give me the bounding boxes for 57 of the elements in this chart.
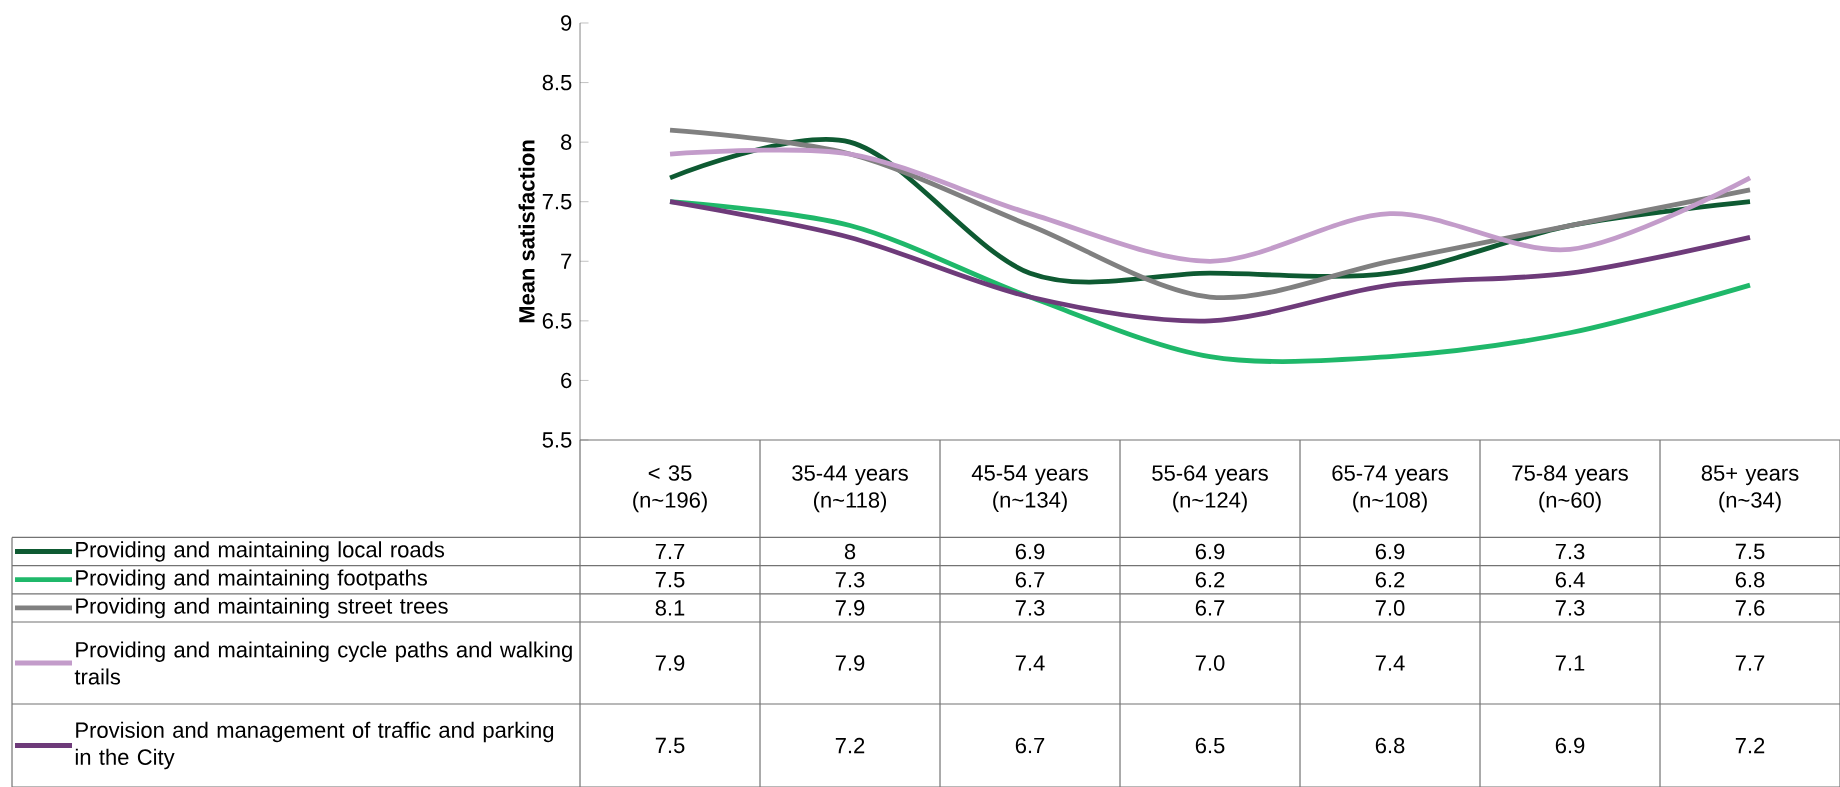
data-label: 7.5: [655, 737, 685, 754]
x-tick-label: 55-64 years (n~124): [1152, 465, 1268, 513]
data-label: 6.7: [1195, 600, 1225, 616]
data-label: 6.9: [1195, 543, 1225, 560]
data-label: 7.7: [1735, 655, 1765, 671]
y-tick-label: 5.5: [542, 432, 572, 448]
data-label: 6.5: [1195, 737, 1225, 754]
x-tick-label: 85+ years (n~34): [1701, 465, 1799, 513]
data-label: 7.3: [1015, 600, 1045, 616]
legend-label: Providing and maintaining local roads: [76, 541, 445, 562]
data-label: 7.0: [1195, 655, 1225, 671]
y-tick-label: 8: [561, 134, 572, 150]
data-label: 6.8: [1375, 737, 1405, 754]
data-label: 7.1: [1555, 655, 1585, 671]
legend-label: Provision and management of traffic and parking in the City: [75, 721, 554, 770]
data-label: 7.0: [1375, 600, 1405, 616]
y-tick-label: 9: [561, 15, 572, 31]
y-tick-label: 8.5: [542, 74, 572, 91]
y-tick-label: 6.5: [542, 313, 572, 329]
data-label: 7.9: [835, 655, 865, 671]
data-label: 7.3: [1555, 543, 1585, 560]
legend-label: Providing and maintaining cycle paths and walking trails: [74, 641, 572, 685]
data-label: 6.9: [1015, 543, 1045, 560]
data-label: 7.3: [1555, 600, 1585, 616]
line-series: [667, 199, 1753, 324]
data-label: 8: [844, 543, 856, 560]
legend-label: Providing and maintaining footpaths: [76, 569, 427, 590]
x-tick-label: 75-84 years (n~60): [1512, 465, 1628, 513]
y-tick-label: 7.5: [542, 194, 572, 210]
data-label: 7.2: [835, 737, 865, 754]
data-label: 7.9: [835, 600, 865, 616]
x-tick-label: 45-54 years (n~134): [971, 465, 1088, 513]
data-label: 7.4: [1375, 655, 1405, 671]
data-label: 7.3: [835, 571, 865, 588]
data-label: 7.4: [1015, 655, 1045, 671]
data-label: 7.5: [655, 572, 685, 588]
data-label: 7.2: [1735, 737, 1765, 754]
data-label: 6.2: [1375, 571, 1405, 588]
y-axis-title: Mean satisfaction: [518, 140, 535, 323]
data-label: 6.9: [1555, 737, 1585, 754]
y-tick-label: 6: [561, 372, 572, 389]
data-label: 6.8: [1735, 571, 1765, 588]
data-label: 8.1: [655, 600, 685, 616]
y-tick-label: 7: [561, 253, 572, 269]
x-tick-label: 35-44 years (n~118): [792, 465, 908, 513]
x-tick-label: 65-74 years (n~108): [1332, 465, 1448, 513]
data-label: 6.9: [1375, 543, 1405, 560]
data-label: 7.6: [1735, 600, 1765, 616]
data-label: 6.2: [1195, 571, 1225, 588]
legend-label: Providing and maintaining street trees: [76, 597, 448, 619]
data-label: 7.9: [655, 655, 685, 671]
data-label: 7.5: [1735, 543, 1765, 560]
data-label: 7.7: [655, 543, 685, 560]
x-tick-label: < 35 (n~196): [633, 465, 707, 513]
data-label: 6.7: [1015, 571, 1045, 588]
data-label: 6.7: [1015, 737, 1045, 754]
data-label: 6.4: [1555, 571, 1585, 588]
